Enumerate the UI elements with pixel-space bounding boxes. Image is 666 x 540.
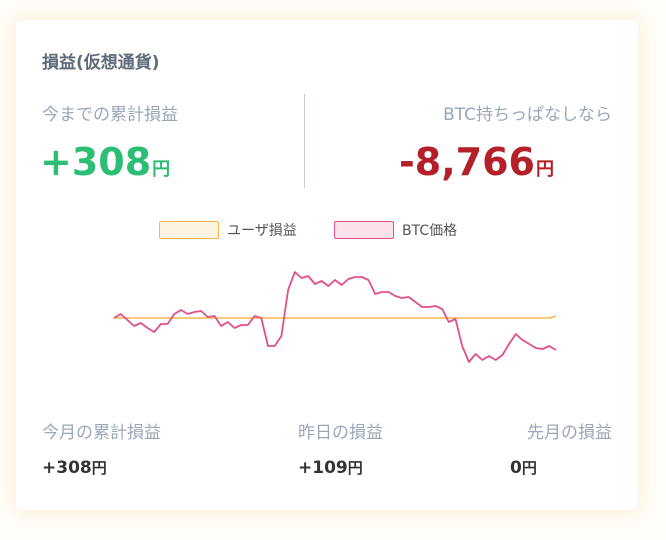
legend-btc[interactable]: BTC価格 xyxy=(334,220,457,240)
month-profit-value: +308円 xyxy=(42,458,107,478)
lastmonth-profit-label: 先月の損益 xyxy=(527,423,612,443)
btc-price-line xyxy=(113,271,557,363)
legend-btc-label: BTC価格 xyxy=(402,223,458,239)
legend-user-swatch xyxy=(159,221,219,239)
legend-user[interactable]: ユーザ損益 xyxy=(159,220,297,240)
profit-card: 損益(仮想通貨) 今までの累計損益 +308円 BTC持ちっぱなしなら -8,7… xyxy=(16,20,638,510)
yesterday-profit-label: 昨日の損益 xyxy=(298,423,383,443)
cumulative-profit-value: +308円 xyxy=(40,140,171,184)
month-profit-label: 今月の累計損益 xyxy=(42,423,161,443)
hodl-profit-label: BTC持ちっぱなしなら xyxy=(443,105,612,125)
yesterday-profit-value: +109円 xyxy=(298,458,363,478)
legend-btc-swatch xyxy=(334,221,394,239)
divider xyxy=(304,94,305,188)
cumulative-profit-label: 今までの累計損益 xyxy=(42,105,178,125)
lastmonth-profit-value: 0円 xyxy=(510,458,537,478)
profit-chart xyxy=(113,271,557,363)
card-title: 損益(仮想通貨) xyxy=(42,53,160,73)
legend-user-label: ユーザ損益 xyxy=(227,223,297,239)
hodl-profit-value: -8,766円 xyxy=(399,140,554,184)
user-profit-line xyxy=(114,315,557,319)
